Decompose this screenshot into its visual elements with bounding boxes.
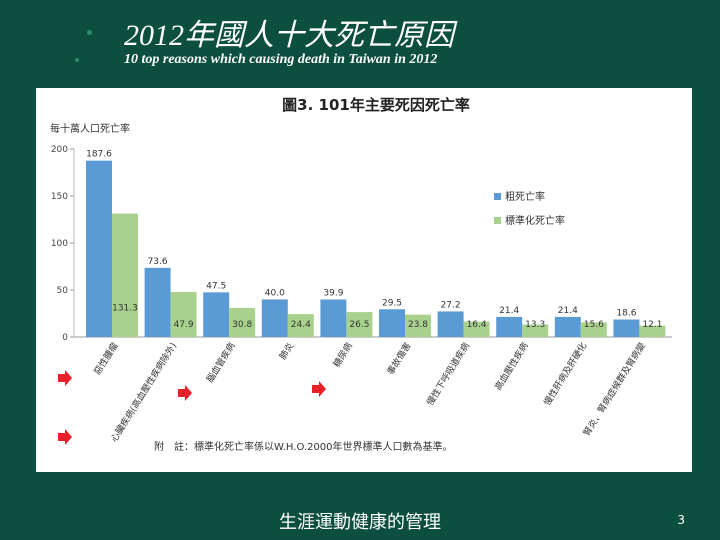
bar-crude-rate (261, 299, 288, 337)
y-axis-label: 每十萬人口死亡率 (50, 122, 130, 135)
red-arrow-icon (58, 429, 72, 445)
chart-figure: 圖3. 101年主要死因死亡率 每十萬人口死亡率 0 50 100 150 200 18… (36, 88, 692, 472)
bar-standardized-rate (229, 308, 256, 337)
y-tick-label: 0 (62, 333, 68, 343)
data-label: 15.6 (584, 320, 604, 330)
category-label: 慢性肝病及肝硬化 (541, 340, 589, 407)
slide-subtitle: 10 top reasons which causing death in Ta… (124, 52, 438, 67)
chart-title: 圖3. 101年主要死因死亡率 (282, 96, 470, 114)
bar-crude-rate (203, 292, 230, 337)
bar-crude-rate (554, 316, 581, 337)
bar-crude-rate (86, 160, 112, 337)
data-label: 13.3 (525, 320, 545, 330)
bar-standardized-rate (639, 325, 666, 337)
data-label: 21.4 (499, 306, 519, 316)
y-tick-label: 100 (51, 239, 68, 249)
data-label: 24.4 (291, 320, 311, 330)
data-label: 73.6 (148, 257, 168, 267)
bar-standardized-rate (170, 291, 197, 337)
bar-crude-rate (379, 309, 405, 337)
bar-chart: 圖3. 101年主要死因死亡率 每十萬人口死亡率 0 50 100 150 200 18… (50, 96, 672, 453)
legend-swatch (494, 217, 501, 224)
category-label: 慢性下呼吸道疾病 (424, 340, 472, 407)
data-label: 30.8 (232, 320, 252, 330)
category-label: 高血壓性疾病 (492, 340, 531, 392)
bar-crude-rate (320, 299, 347, 337)
red-arrow-icon (58, 370, 72, 386)
bar-standardized-rate (346, 312, 373, 337)
page-number: 3 (677, 513, 685, 527)
bar-crude-rate (144, 267, 171, 337)
bar-crude-rate (613, 319, 640, 337)
data-label: 27.2 (441, 300, 461, 310)
legend-swatch (494, 193, 501, 200)
bar-standardized-rate (522, 324, 549, 337)
data-label: 47.9 (174, 320, 194, 330)
category-label: 糖尿病 (330, 340, 354, 369)
bar-standardized-rate (112, 213, 138, 337)
slide-title: 2012年國人十大死亡原因 (124, 19, 454, 52)
category-label: 惡性腫瘤 (91, 340, 120, 377)
bar-standardized-rate (405, 314, 431, 337)
footer-text: 生涯運動健康的管理 (279, 512, 441, 533)
legend-label: 標準化死亡率 (505, 214, 565, 227)
data-label: 21.4 (558, 306, 578, 316)
data-label: 29.5 (382, 298, 402, 308)
subtitle-bullet (75, 58, 79, 62)
legend-label: 粗死亡率 (505, 190, 545, 203)
data-label: 16.4 (467, 320, 487, 330)
bar-crude-rate (437, 311, 464, 337)
red-arrow-icon (178, 385, 192, 401)
bar-crude-rate (496, 316, 523, 337)
y-tick-label: 200 (51, 145, 68, 155)
category-label: 腦血管疾病 (204, 340, 238, 385)
chart-footnote: 附 註：標準化死亡率係以W.H.O.2000年世界標準人口數為基準。 (154, 440, 453, 453)
category-label: 事故傷害 (384, 340, 413, 377)
data-label: 131.3 (112, 304, 138, 314)
category-label: 腎炎、腎病症候群及腎病變 (581, 340, 648, 438)
data-label: 12.1 (642, 320, 662, 330)
data-label: 18.6 (616, 309, 636, 319)
y-tick-label: 150 (51, 192, 68, 202)
category-label: 肺炎 (277, 341, 296, 362)
data-label: 47.5 (206, 281, 226, 291)
data-label: 40.0 (265, 288, 285, 298)
bar-standardized-rate (580, 322, 607, 337)
y-tick-label: 50 (57, 286, 69, 296)
bar-standardized-rate (463, 321, 490, 337)
data-label: 26.5 (349, 320, 369, 330)
red-arrow-icon (312, 381, 326, 397)
category-label: 心臟疾病(高血壓性疾病除外) (108, 340, 179, 444)
data-label: 39.9 (323, 288, 343, 298)
data-label: 187.6 (86, 150, 112, 160)
bar-standardized-rate (287, 314, 314, 337)
title-bullet (87, 30, 92, 35)
data-label: 23.8 (408, 320, 428, 330)
